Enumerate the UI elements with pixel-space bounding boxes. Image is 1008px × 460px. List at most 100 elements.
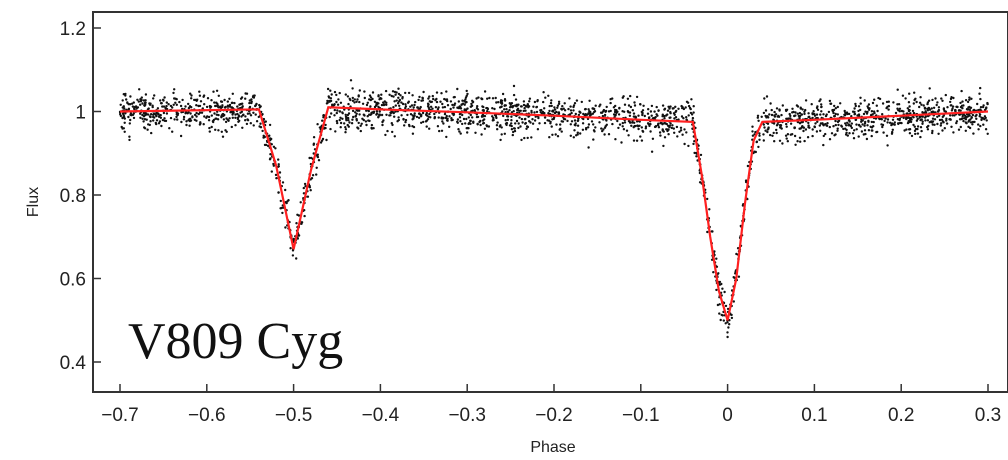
data-point: [757, 119, 760, 123]
data-point: [168, 127, 171, 130]
x-tick-label: −0.4: [362, 405, 400, 426]
data-point: [418, 95, 421, 99]
data-point: [171, 130, 174, 133]
data-point: [458, 116, 462, 119]
data-point: [510, 111, 514, 114]
data-point: [422, 90, 425, 94]
data-point: [940, 118, 944, 122]
data-point: [404, 105, 408, 108]
data-point: [347, 102, 350, 106]
data-point: [421, 111, 425, 115]
data-point: [469, 122, 472, 126]
data-point: [351, 109, 355, 113]
data-point: [721, 287, 724, 290]
data-point: [161, 118, 165, 122]
data-point: [155, 114, 158, 118]
data-point: [626, 97, 630, 101]
data-point: [124, 92, 127, 96]
data-point: [128, 103, 132, 106]
data-point: [825, 113, 828, 116]
data-point: [801, 120, 804, 124]
data-point: [356, 98, 359, 101]
data-point: [203, 115, 206, 118]
data-point: [162, 105, 166, 108]
data-point: [432, 97, 435, 101]
data-point: [903, 129, 906, 132]
data-point: [369, 113, 372, 117]
data-point: [905, 128, 908, 131]
data-point: [354, 111, 357, 114]
data-point: [394, 104, 397, 107]
data-point: [875, 104, 878, 107]
data-point: [951, 114, 954, 117]
data-point: [147, 123, 150, 126]
data-point: [519, 105, 523, 108]
data-point: [412, 125, 416, 129]
data-point: [208, 126, 211, 130]
data-point: [134, 105, 138, 108]
data-point: [634, 115, 637, 118]
data-point: [863, 99, 866, 102]
data-point: [141, 117, 144, 121]
data-point: [373, 105, 377, 109]
data-point: [888, 121, 892, 125]
data-point: [436, 108, 440, 111]
data-point: [770, 108, 773, 112]
data-point: [123, 130, 126, 133]
data-point: [818, 99, 821, 103]
data-point: [927, 99, 931, 102]
data-point: [852, 137, 856, 140]
data-point: [754, 130, 757, 134]
data-point: [153, 116, 156, 119]
data-point: [514, 122, 517, 125]
data-point: [562, 107, 565, 110]
data-point: [557, 100, 561, 104]
data-point: [212, 90, 215, 93]
data-point: [655, 105, 658, 109]
y-tick-label: 1.2: [60, 19, 86, 40]
data-point: [614, 114, 617, 117]
data-point: [853, 107, 856, 110]
data-point: [163, 96, 166, 99]
data-point: [922, 104, 925, 107]
data-point: [338, 110, 342, 113]
data-point: [221, 105, 224, 109]
data-point: [916, 125, 920, 128]
data-point: [850, 126, 853, 130]
data-point: [333, 114, 336, 117]
data-point: [758, 138, 761, 141]
data-point: [633, 101, 636, 104]
data-point: [955, 120, 959, 123]
data-point: [851, 132, 855, 135]
data-point: [167, 103, 170, 106]
data-point: [674, 116, 678, 119]
data-point: [138, 88, 141, 91]
data-point: [649, 110, 653, 113]
data-point: [182, 118, 186, 121]
data-point: [896, 88, 899, 91]
data-point: [464, 98, 467, 101]
data-point: [983, 115, 987, 118]
data-point: [462, 117, 466, 121]
data-point: [163, 119, 166, 123]
data-point: [979, 86, 982, 90]
data-point: [504, 119, 507, 122]
data-point: [637, 114, 640, 117]
data-point: [867, 119, 870, 123]
data-point: [815, 130, 819, 133]
data-point: [796, 112, 799, 115]
data-point: [434, 106, 438, 109]
data-point: [837, 123, 840, 127]
data-point: [683, 142, 686, 146]
data-point: [559, 123, 562, 126]
data-point: [122, 115, 126, 118]
data-point: [310, 156, 313, 160]
data-point: [794, 111, 797, 114]
data-point: [231, 113, 234, 116]
data-point: [377, 105, 380, 109]
data-point: [346, 95, 350, 98]
data-point: [233, 101, 236, 105]
data-point: [143, 118, 147, 121]
data-point: [357, 95, 360, 98]
data-point: [772, 122, 776, 125]
